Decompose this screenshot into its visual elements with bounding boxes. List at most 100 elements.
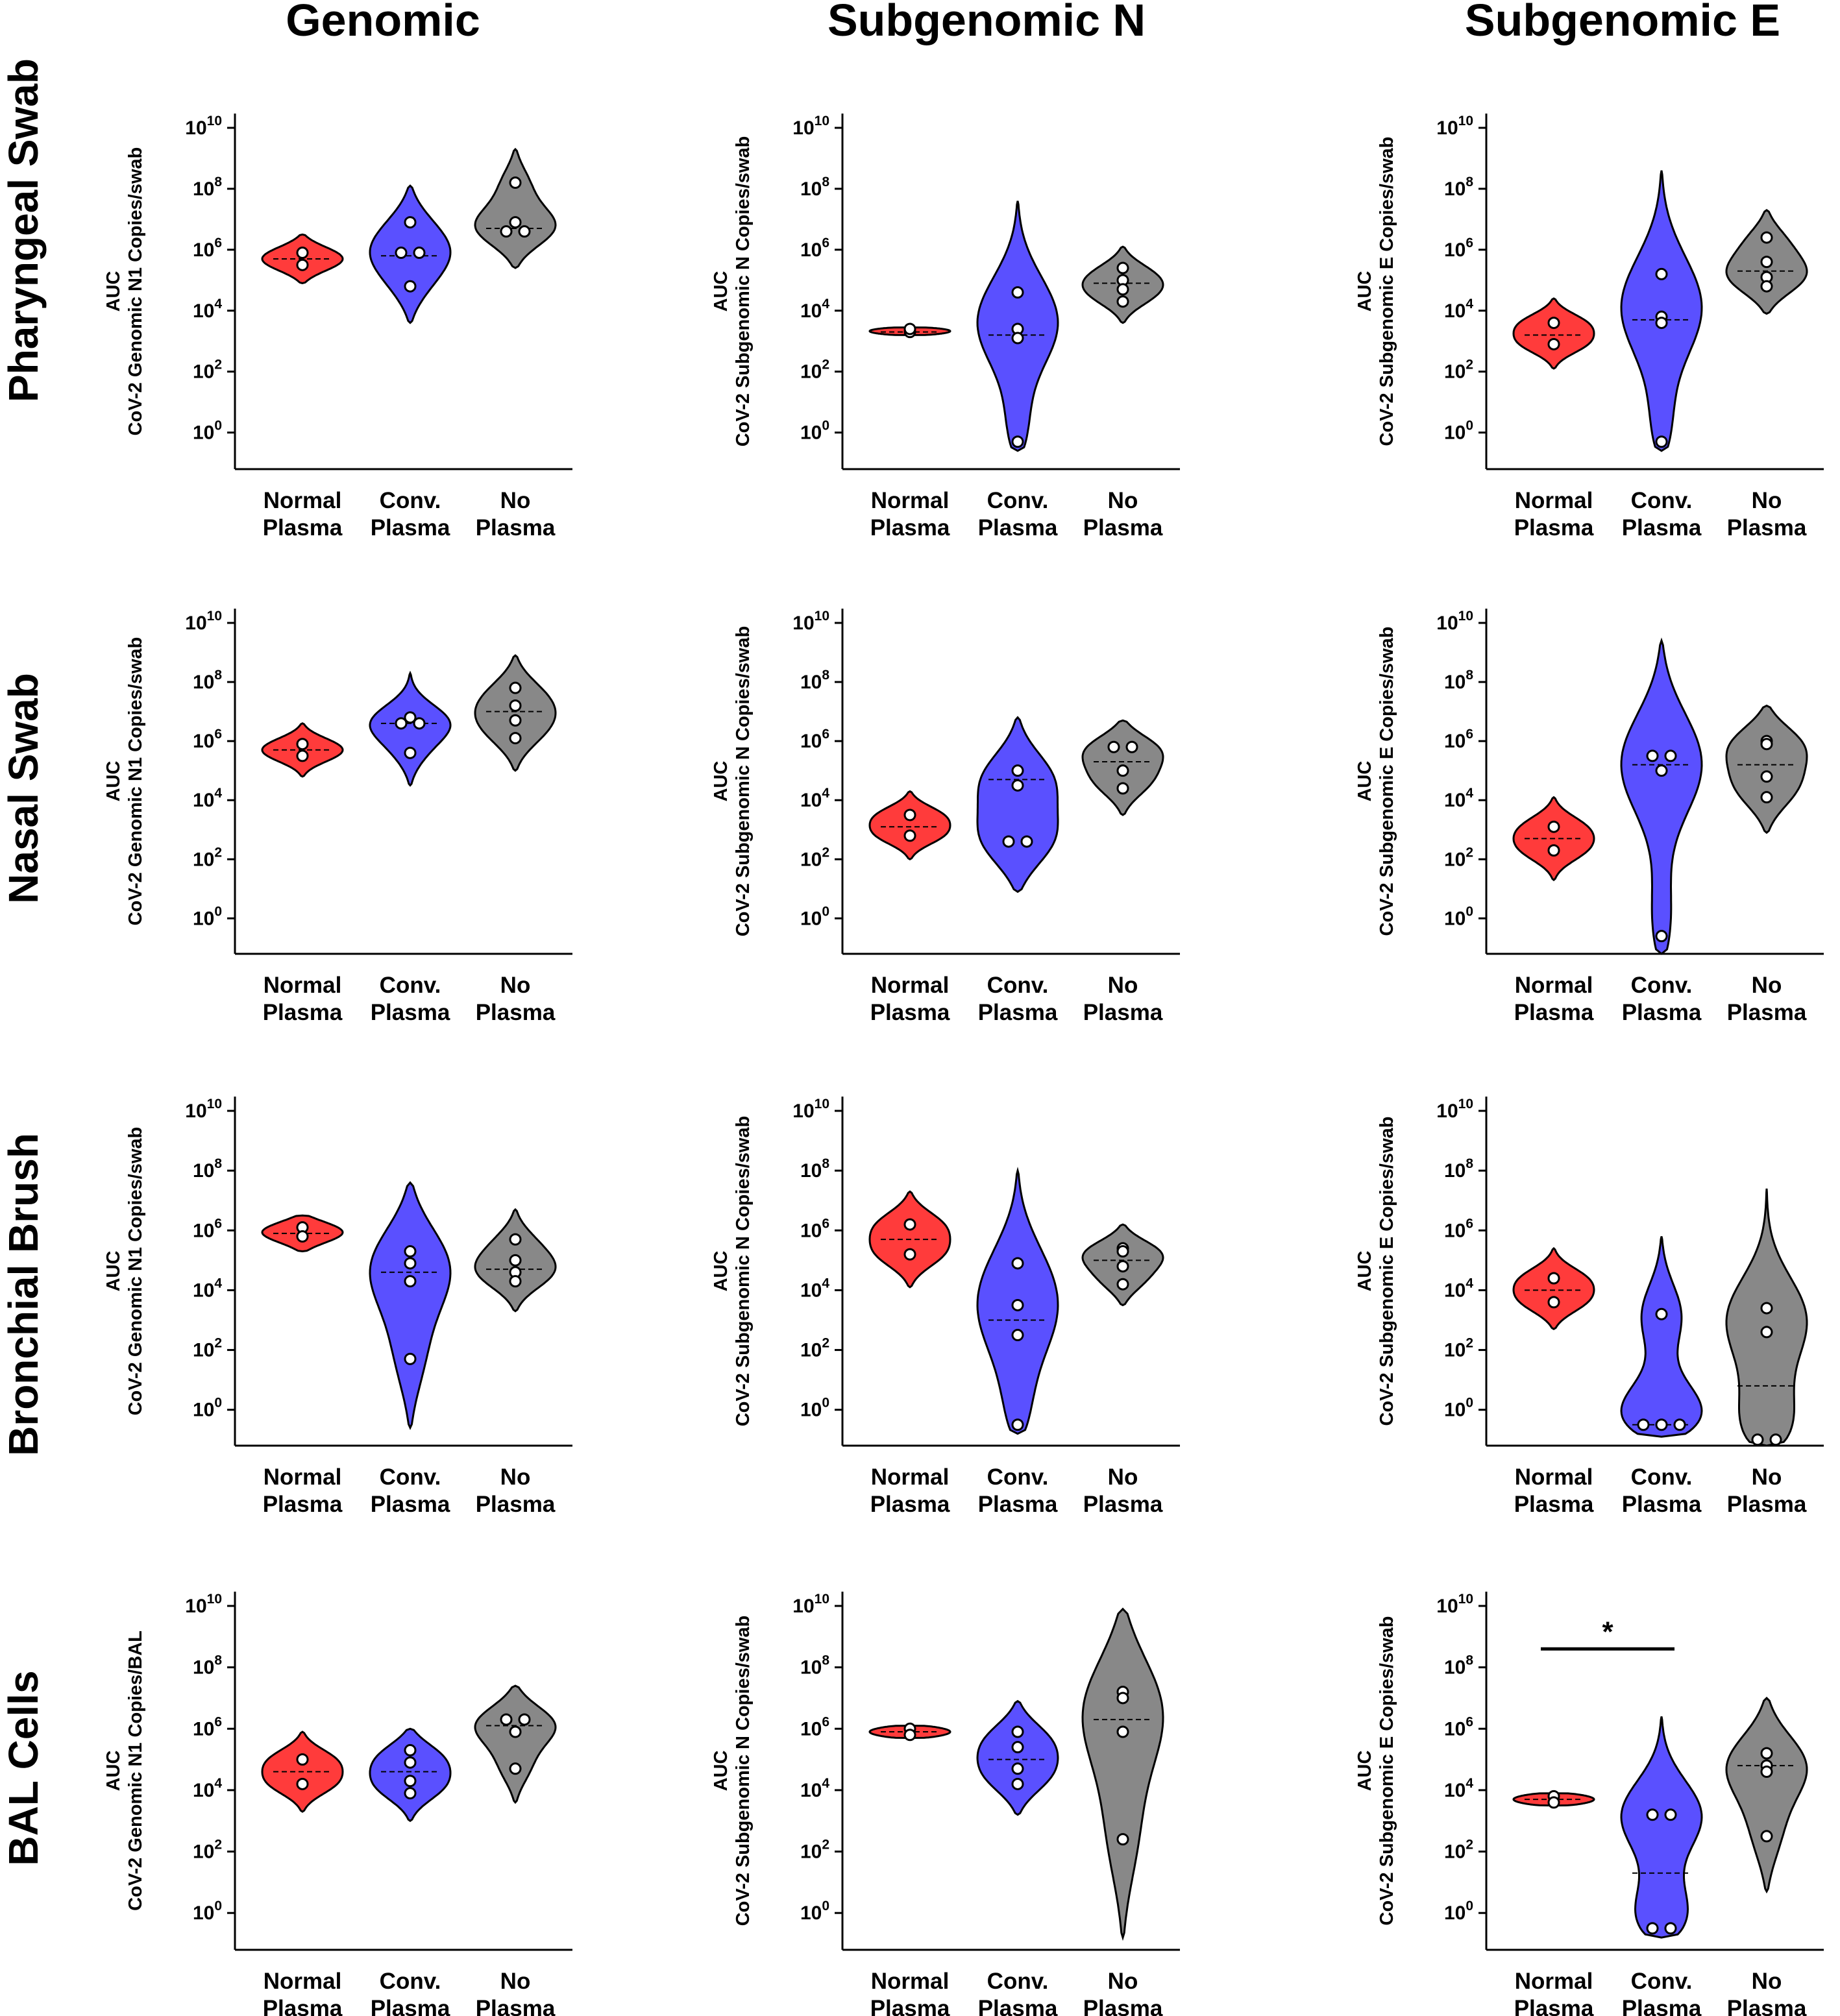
y-tick-label: 106	[193, 1714, 222, 1740]
y-tick-label: 108	[193, 1653, 222, 1679]
y-tick-label: 104	[1444, 786, 1473, 811]
y-tick-label: 102	[193, 845, 222, 870]
row-title-bal-cells: BAL Cells	[0, 1670, 47, 1865]
data-point	[1116, 1725, 1129, 1738]
data-point	[296, 738, 309, 751]
y-tick-exponent: 10	[815, 1097, 829, 1111]
y-tick-base: 10	[792, 1100, 814, 1122]
x-tick-label: No	[500, 488, 531, 513]
y-tick-base: 10	[800, 361, 822, 383]
x-tick-label: Plasma	[978, 515, 1058, 540]
y-tick-label: 100	[193, 1396, 222, 1421]
y-tick-label: 104	[1444, 297, 1473, 322]
y-tick-label: 104	[193, 786, 222, 811]
y-tick-base: 10	[800, 849, 822, 870]
violin-conv-plasma	[1620, 637, 1703, 955]
x-tick-label: Plasma	[1514, 515, 1594, 540]
y-tick-label: 100	[1444, 419, 1473, 444]
y-tick-exponent: 4	[822, 1776, 829, 1791]
data-point	[404, 1787, 417, 1800]
y-tick-label: 102	[800, 845, 829, 870]
y-tick-base: 10	[1444, 1841, 1466, 1863]
y-tick-label: 108	[1444, 1653, 1473, 1679]
data-point	[1020, 835, 1033, 848]
y-tick-label: 102	[1444, 1336, 1473, 1361]
x-tick-label: No	[1752, 973, 1782, 998]
y-tick-exponent: 8	[214, 1156, 222, 1171]
x-tick-label: Plasma	[1727, 1996, 1807, 2016]
y-tick-base: 10	[1444, 1780, 1466, 1801]
data-point	[296, 1777, 309, 1790]
violin-normal-plasma	[868, 790, 951, 861]
y-tick-base: 10	[1444, 1657, 1466, 1679]
data-point	[500, 225, 513, 238]
x-tick-label: Normal	[871, 973, 950, 998]
y-tick-exponent: 8	[1466, 1653, 1473, 1668]
data-point	[1655, 930, 1668, 943]
y-tick-exponent: 0	[1466, 904, 1473, 919]
row-title-nasal-swab: Nasal Swab	[0, 673, 47, 904]
column-title-subgenomic-e: Subgenomic E	[1465, 0, 1780, 45]
y-tick-base: 10	[800, 1280, 822, 1301]
y-tick-label: 1010	[185, 609, 222, 634]
y-tick-label: 102	[800, 1838, 829, 1863]
y-tick-exponent: 4	[1466, 1776, 1473, 1791]
y-tick-base: 10	[792, 613, 814, 634]
x-tick-label: Conv.	[987, 1969, 1049, 1994]
y-tick-label: 108	[1444, 1156, 1473, 1182]
data-point	[509, 699, 522, 712]
x-tick-label: Plasma	[1514, 1492, 1594, 1517]
y-axis-label: CoV-2 Subgenomic E Copies/swab	[1377, 627, 1397, 936]
x-tick-label: Plasma	[371, 1000, 450, 1025]
y-axis-label: CoV-2 Subgenomic N Copies/swab	[733, 626, 754, 937]
y-tick-base: 10	[800, 1340, 822, 1361]
y-axis-label: AUC	[103, 271, 124, 312]
y-tick-base: 10	[1444, 300, 1466, 322]
data-point	[509, 1762, 522, 1775]
y-tick-label: 100	[1444, 1899, 1473, 1924]
data-point	[296, 247, 309, 260]
data-point	[1011, 764, 1024, 777]
y-tick-label: 108	[1444, 175, 1473, 200]
y-tick-exponent: 0	[214, 1899, 222, 1913]
y-tick-exponent: 2	[822, 358, 829, 372]
y-tick-exponent: 6	[214, 236, 222, 250]
y-tick-base: 10	[1436, 1596, 1458, 1617]
x-tick-label: Conv.	[1631, 973, 1693, 998]
y-tick-label: 1010	[792, 114, 829, 139]
data-point	[518, 225, 531, 238]
data-point	[1760, 1302, 1773, 1315]
y-axis-label: CoV-2 Subgenomic N Copies/swab	[733, 136, 754, 447]
x-tick-label: No	[1108, 1464, 1138, 1490]
y-axis-label: AUC	[103, 761, 124, 802]
y-tick-base: 10	[1444, 178, 1466, 200]
data-point	[1547, 820, 1560, 833]
x-tick-label: Plasma	[263, 1000, 343, 1025]
column-titles: Genomic Subgenomic N Subgenomic E	[286, 0, 1780, 45]
y-tick-label: 106	[193, 727, 222, 752]
data-point	[1547, 1296, 1560, 1309]
data-point	[413, 247, 426, 260]
x-tick-label: Plasma	[1514, 1996, 1594, 2016]
data-point	[1760, 231, 1773, 244]
y-tick-label: 108	[800, 1653, 829, 1679]
y-axis-label: CoV-2 Subgenomic E Copies/swab	[1377, 137, 1397, 446]
y-tick-label: 100	[193, 419, 222, 444]
data-point	[1760, 1766, 1773, 1779]
y-tick-base: 10	[800, 178, 822, 200]
x-tick-label: Plasma	[1514, 1000, 1594, 1025]
y-tick-exponent: 8	[822, 1156, 829, 1171]
y-tick-exponent: 0	[214, 1396, 222, 1411]
x-tick-label: No	[500, 1969, 531, 1994]
y-tick-label: 1010	[792, 609, 829, 634]
x-tick-label: Normal	[264, 973, 342, 998]
y-tick-exponent: 2	[214, 358, 222, 372]
y-tick-base: 10	[1444, 1160, 1466, 1182]
data-point	[1646, 1808, 1659, 1821]
y-tick-exponent: 0	[822, 904, 829, 919]
data-point	[1547, 317, 1560, 330]
data-point	[903, 1248, 916, 1261]
